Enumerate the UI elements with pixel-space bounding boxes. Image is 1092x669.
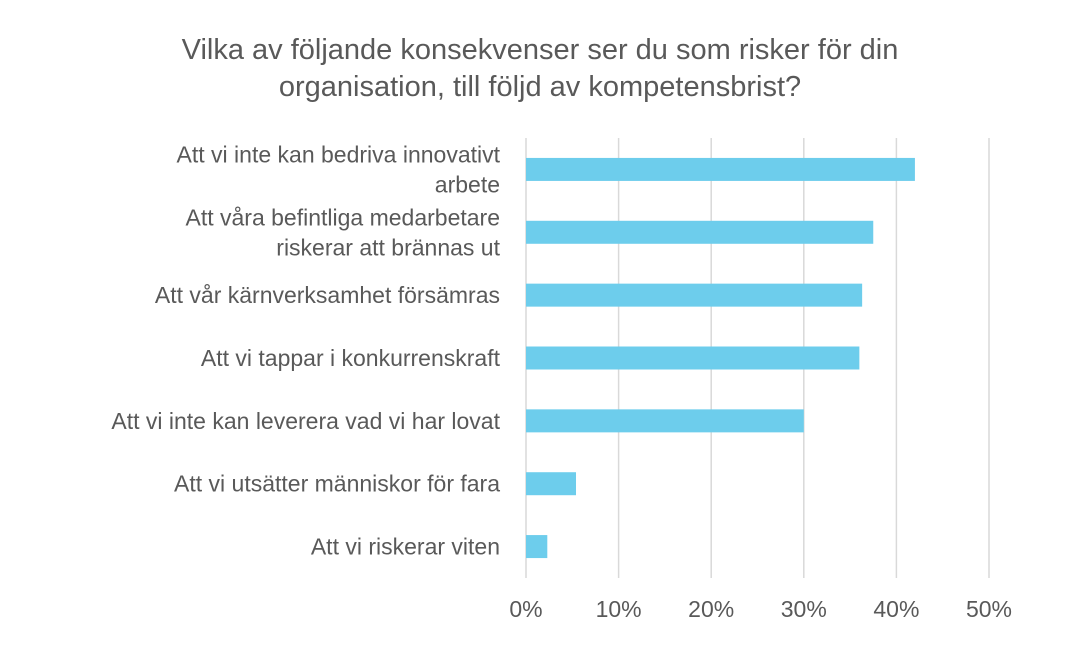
- bar: [526, 157, 915, 181]
- chart-title-line-2: organisation, till följd av kompetensbri…: [278, 71, 802, 103]
- category-label: Att vi utsätter människor för fara: [174, 471, 500, 497]
- chart-title: Vilka av följande konsekvenser ser du so…: [100, 32, 980, 106]
- category-label: Att vi inte kan leverera vad vi har lova…: [111, 408, 500, 434]
- chart-title-line-1: Vilka av följande konsekvenser ser du so…: [181, 34, 899, 66]
- category-label: Att vår kärnverksamhet försämras: [155, 282, 500, 308]
- category-label: arbete: [435, 171, 500, 197]
- bar: [526, 220, 874, 244]
- bar: [526, 283, 863, 307]
- category-label: Att våra befintliga medarbetare: [185, 204, 500, 230]
- category-label: Att vi riskerar viten: [311, 534, 500, 560]
- bar: [526, 346, 860, 370]
- x-tick-label: 40%: [873, 596, 919, 622]
- bar: [526, 409, 804, 433]
- bar: [526, 472, 577, 496]
- x-tick-label: 10%: [596, 596, 642, 622]
- bar: [526, 535, 548, 559]
- category-label: Att vi tappar i konkurrenskraft: [201, 345, 501, 371]
- x-tick-label: 50%: [966, 596, 1012, 622]
- x-tick-label: 30%: [781, 596, 827, 622]
- x-tick-label: 0%: [509, 596, 542, 622]
- x-tick-label: 20%: [688, 596, 734, 622]
- category-label: riskerar att brännas ut: [276, 234, 500, 260]
- category-label: Att vi inte kan bedriva innovativt: [177, 141, 501, 167]
